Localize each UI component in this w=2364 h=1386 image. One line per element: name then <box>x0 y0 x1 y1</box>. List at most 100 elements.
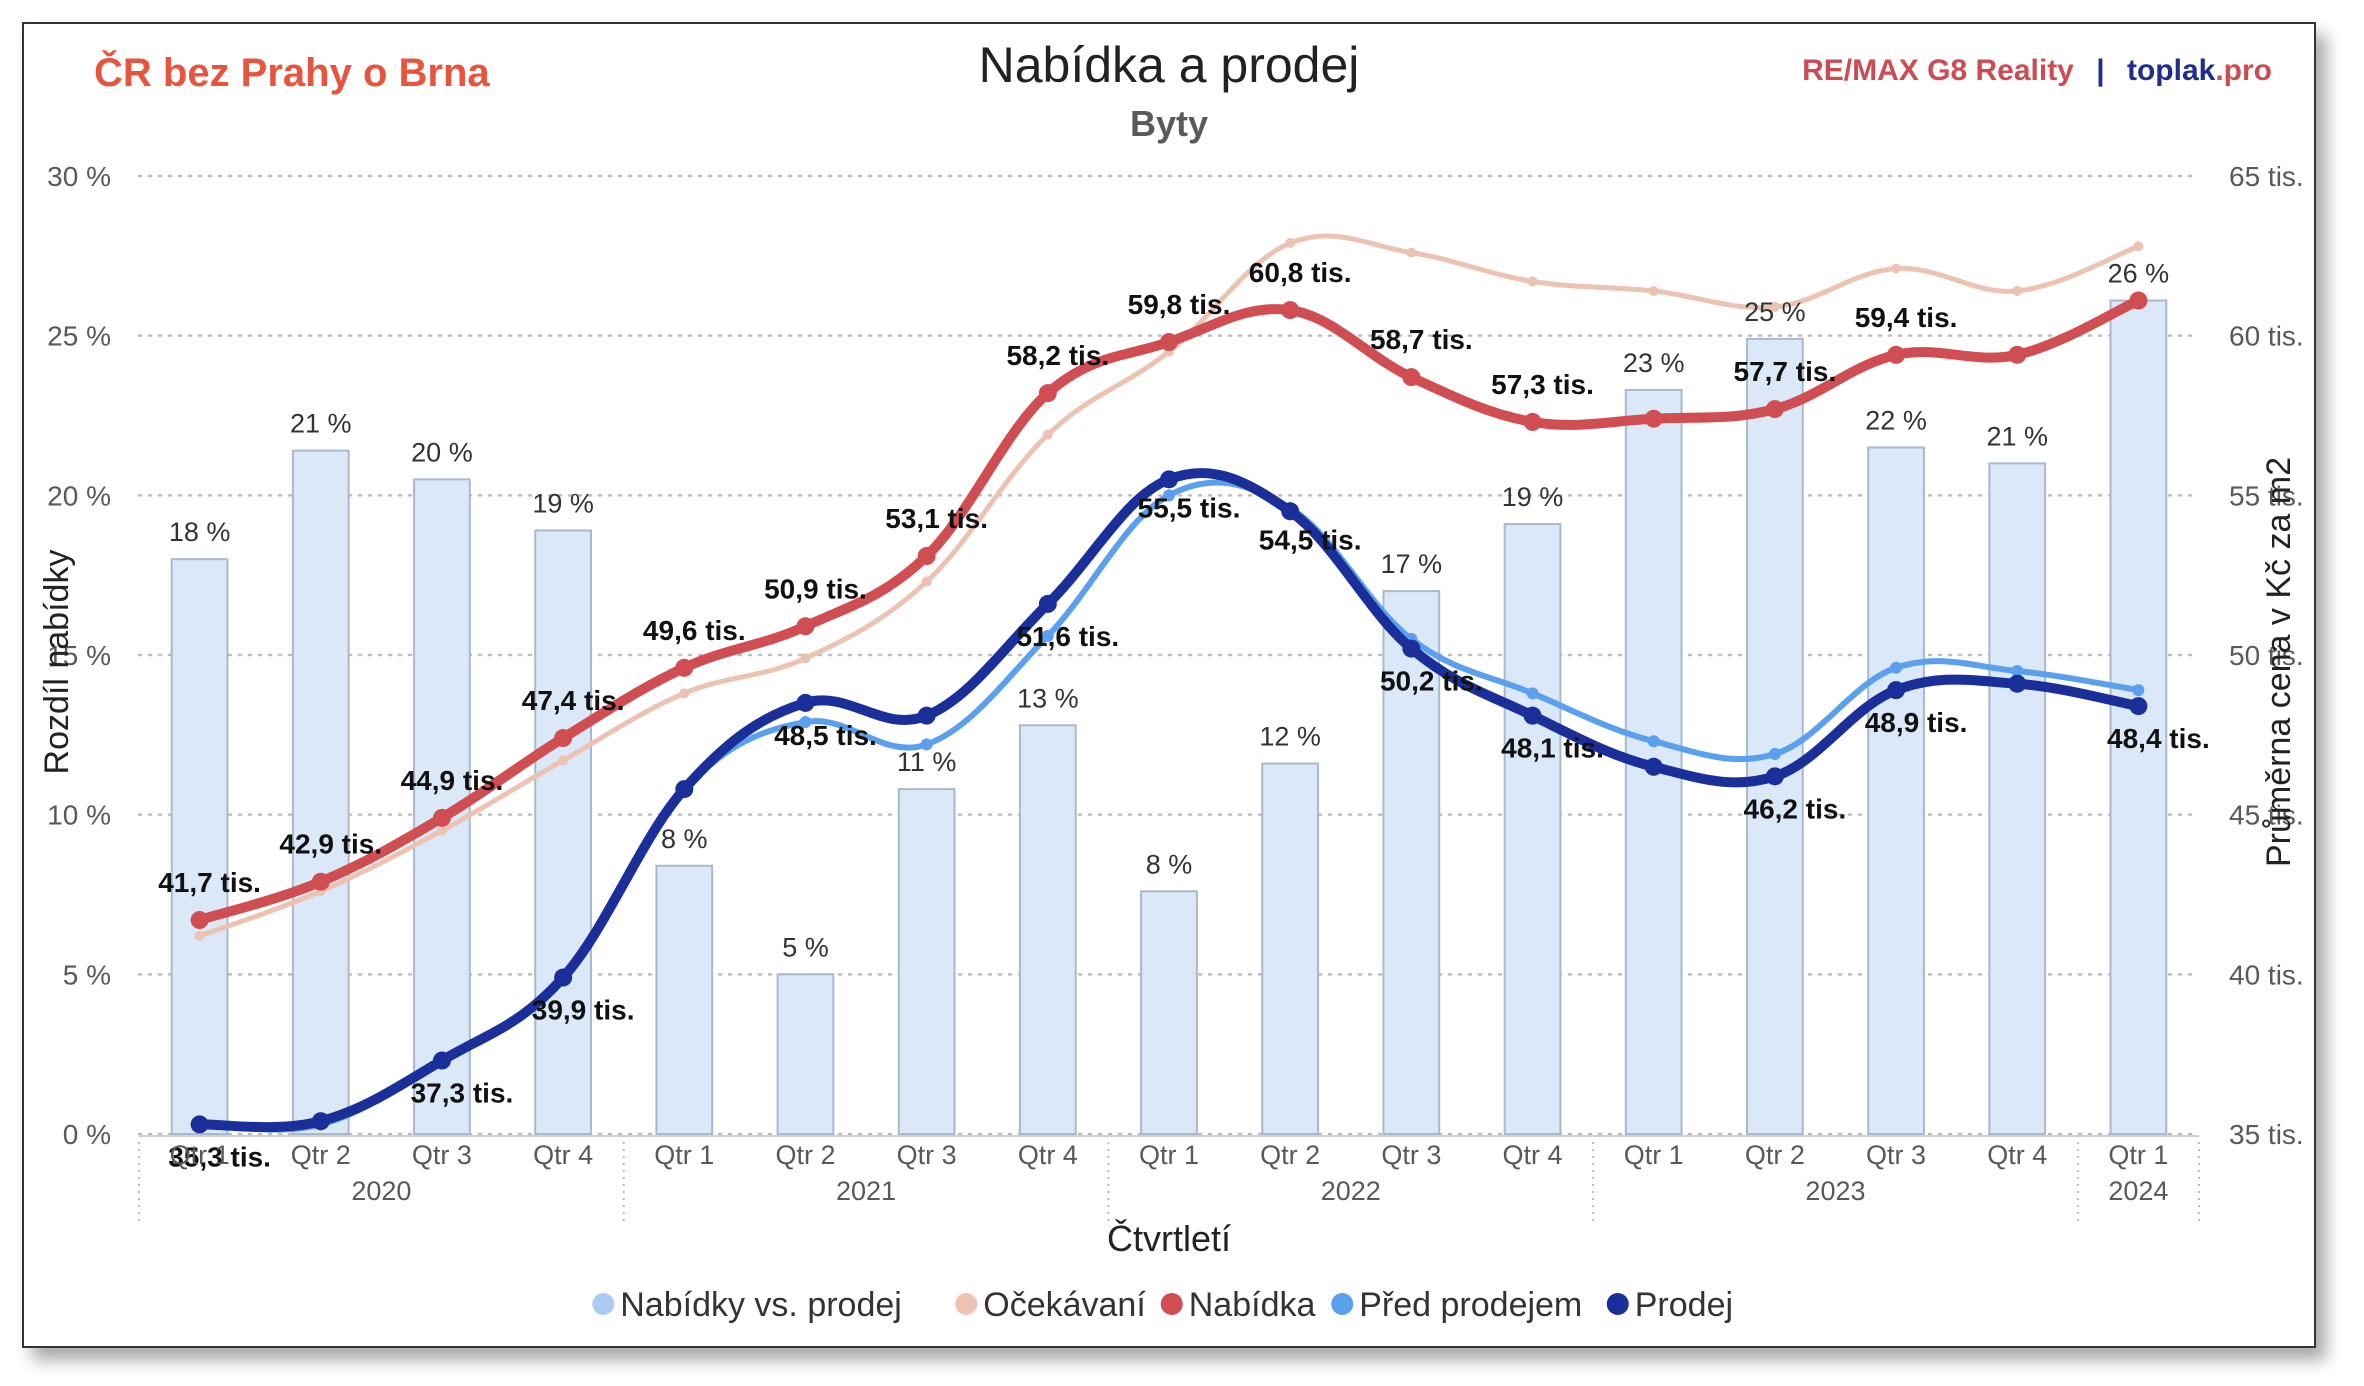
series-point <box>1160 333 1178 352</box>
x-tick-quarter: Qtr 2 <box>1745 1140 1805 1170</box>
legend-item: Očekávaní <box>983 1286 1146 1324</box>
series-point <box>917 547 936 566</box>
prodej-value-label: 35,3 tis. <box>168 1141 271 1172</box>
series-point <box>1402 639 1421 658</box>
bar-value-label: 26 % <box>2108 259 2170 289</box>
x-tick-quarter: Qtr 4 <box>1018 1140 1078 1170</box>
series-point <box>558 755 569 766</box>
bar <box>291 449 350 1136</box>
brand-toplak-suffix: .pro <box>2215 54 2272 87</box>
x-tick-quarter: Qtr 1 <box>654 1140 714 1170</box>
bar <box>1018 724 1077 1136</box>
bar-value-label: 21 % <box>1986 421 2048 451</box>
y-axis-left-label: Rozdíl nabídky <box>38 550 76 775</box>
series-point <box>1527 276 1538 287</box>
series-point <box>920 738 933 751</box>
series-point <box>1160 470 1178 489</box>
legend-marker <box>955 1293 978 1315</box>
x-tick-quarter: Qtr 2 <box>1260 1140 1320 1170</box>
bar-value-label: 23 % <box>1623 348 1685 378</box>
series-point <box>1523 412 1542 431</box>
bar-labels: 18 % 21 % 20 % 19 % 8 % 5 % 11 % 13 % 8 % 12 % 17 … <box>169 259 2169 963</box>
nabidka-value-label: 59,8 tis. <box>1128 289 1231 320</box>
y-tick-right: 40 tis. <box>2229 959 2304 990</box>
series-point <box>194 931 205 942</box>
prodej-value-label: 46,2 tis. <box>1744 793 1847 824</box>
series-point <box>2008 674 2027 693</box>
series-point <box>1406 247 1417 258</box>
series-point <box>1038 384 1057 403</box>
bar <box>1261 762 1320 1135</box>
series-point <box>796 693 815 712</box>
series-point <box>432 1051 451 1070</box>
series-point <box>190 911 209 930</box>
series-point <box>921 576 932 587</box>
series-point <box>1042 429 1053 440</box>
series-point <box>799 716 812 729</box>
x-tick-quarter: Qtr 2 <box>775 1140 835 1170</box>
legend-item: Prodej <box>1635 1286 1733 1324</box>
y-tick-right: 35 tis. <box>2229 1119 2304 1150</box>
prodej-value-label: 54,5 tis. <box>1259 524 1362 555</box>
series-point <box>1163 489 1175 502</box>
nabidka-value-label: 44,9 tis. <box>401 765 504 796</box>
series-point <box>675 780 694 799</box>
series-point <box>1644 409 1663 428</box>
series-point <box>2012 285 2023 296</box>
series-point <box>1281 301 1300 320</box>
nabidka-value-label: 58,7 tis. <box>1370 324 1473 355</box>
nabidka-value-label: 42,9 tis. <box>279 829 382 860</box>
chart-frame: ČR bez Prahy o Brna Nabídka a prodej Byt… <box>22 22 2316 1348</box>
x-tick-quarter: Qtr 4 <box>1987 1140 2047 1170</box>
y-tick-left: 15 % <box>47 640 111 671</box>
bar <box>655 864 714 1135</box>
x-axis-label: Čtvrtletí <box>1107 1218 1231 1259</box>
legend-marker <box>592 1293 615 1315</box>
legend-item: Před prodejem <box>1359 1286 1582 1324</box>
bar-value-label: 17 % <box>1381 549 1443 579</box>
line-labels: 41,7 tis. 42,9 tis. 44,9 tis. 47,4 tis. 49,6… <box>158 257 2210 1172</box>
prodej-value-label: 39,9 tis. <box>532 995 635 1026</box>
x-tick-quarter: Qtr 3 <box>1866 1140 1926 1170</box>
y-tick-left: 30 % <box>47 161 111 192</box>
bar-value-label: 12 % <box>1259 722 1321 752</box>
legend-item: Nabídky vs. prodej <box>620 1286 902 1324</box>
series-point <box>2008 345 2027 364</box>
chart-subtitle: Byty <box>1130 103 1208 144</box>
nabidka-value-label: 41,7 tis. <box>158 867 261 898</box>
series-point <box>675 658 694 677</box>
bar-value-label: 5 % <box>782 932 829 962</box>
series-point <box>679 688 690 699</box>
bar <box>170 558 229 1135</box>
y-tick-left: 0 % <box>63 1119 111 1150</box>
bar-value-label: 13 % <box>1017 683 1079 713</box>
x-tick-quarter: Qtr 3 <box>897 1140 957 1170</box>
series-point <box>1768 747 1781 760</box>
x-tick-quarter: Qtr 1 <box>170 1140 230 1170</box>
region-title: ČR bez Prahy o Brna <box>94 49 490 95</box>
nabidka-value-label: 57,3 tis. <box>1491 369 1594 400</box>
y-tick-right: 55 tis. <box>2229 480 2304 511</box>
nabidka-value-label: 53,1 tis. <box>885 503 988 534</box>
x-tick-quarter: Qtr 1 <box>1139 1140 1199 1170</box>
bar <box>1503 523 1562 1136</box>
legend-marker <box>1606 1293 1629 1315</box>
x-tick-quarter: Qtr 4 <box>1503 1140 1563 1170</box>
series-point <box>432 808 451 827</box>
series-point <box>1647 735 1660 748</box>
series-point <box>2129 291 2148 310</box>
y-tick-right: 60 tis. <box>2229 321 2304 352</box>
prodej-value-label: 48,4 tis. <box>2107 723 2210 754</box>
series-point <box>1526 687 1539 700</box>
x-tick-quarter: Qtr 1 <box>1624 1140 1684 1170</box>
brand-line: RE/MAX G8 Reality | toplak.pro <box>1802 54 2272 87</box>
x-tick-quarter: Qtr 3 <box>1381 1140 1441 1170</box>
bar <box>776 973 835 1135</box>
bar <box>897 788 956 1135</box>
brand-toplak: toplak <box>2127 54 2216 87</box>
bar <box>1988 462 2047 1135</box>
nabidka-value-label: 59,4 tis. <box>1855 302 1958 333</box>
x-tick-year: 2022 <box>1321 1176 1381 1206</box>
series-point <box>1887 345 1906 364</box>
bar <box>1746 337 1804 1135</box>
